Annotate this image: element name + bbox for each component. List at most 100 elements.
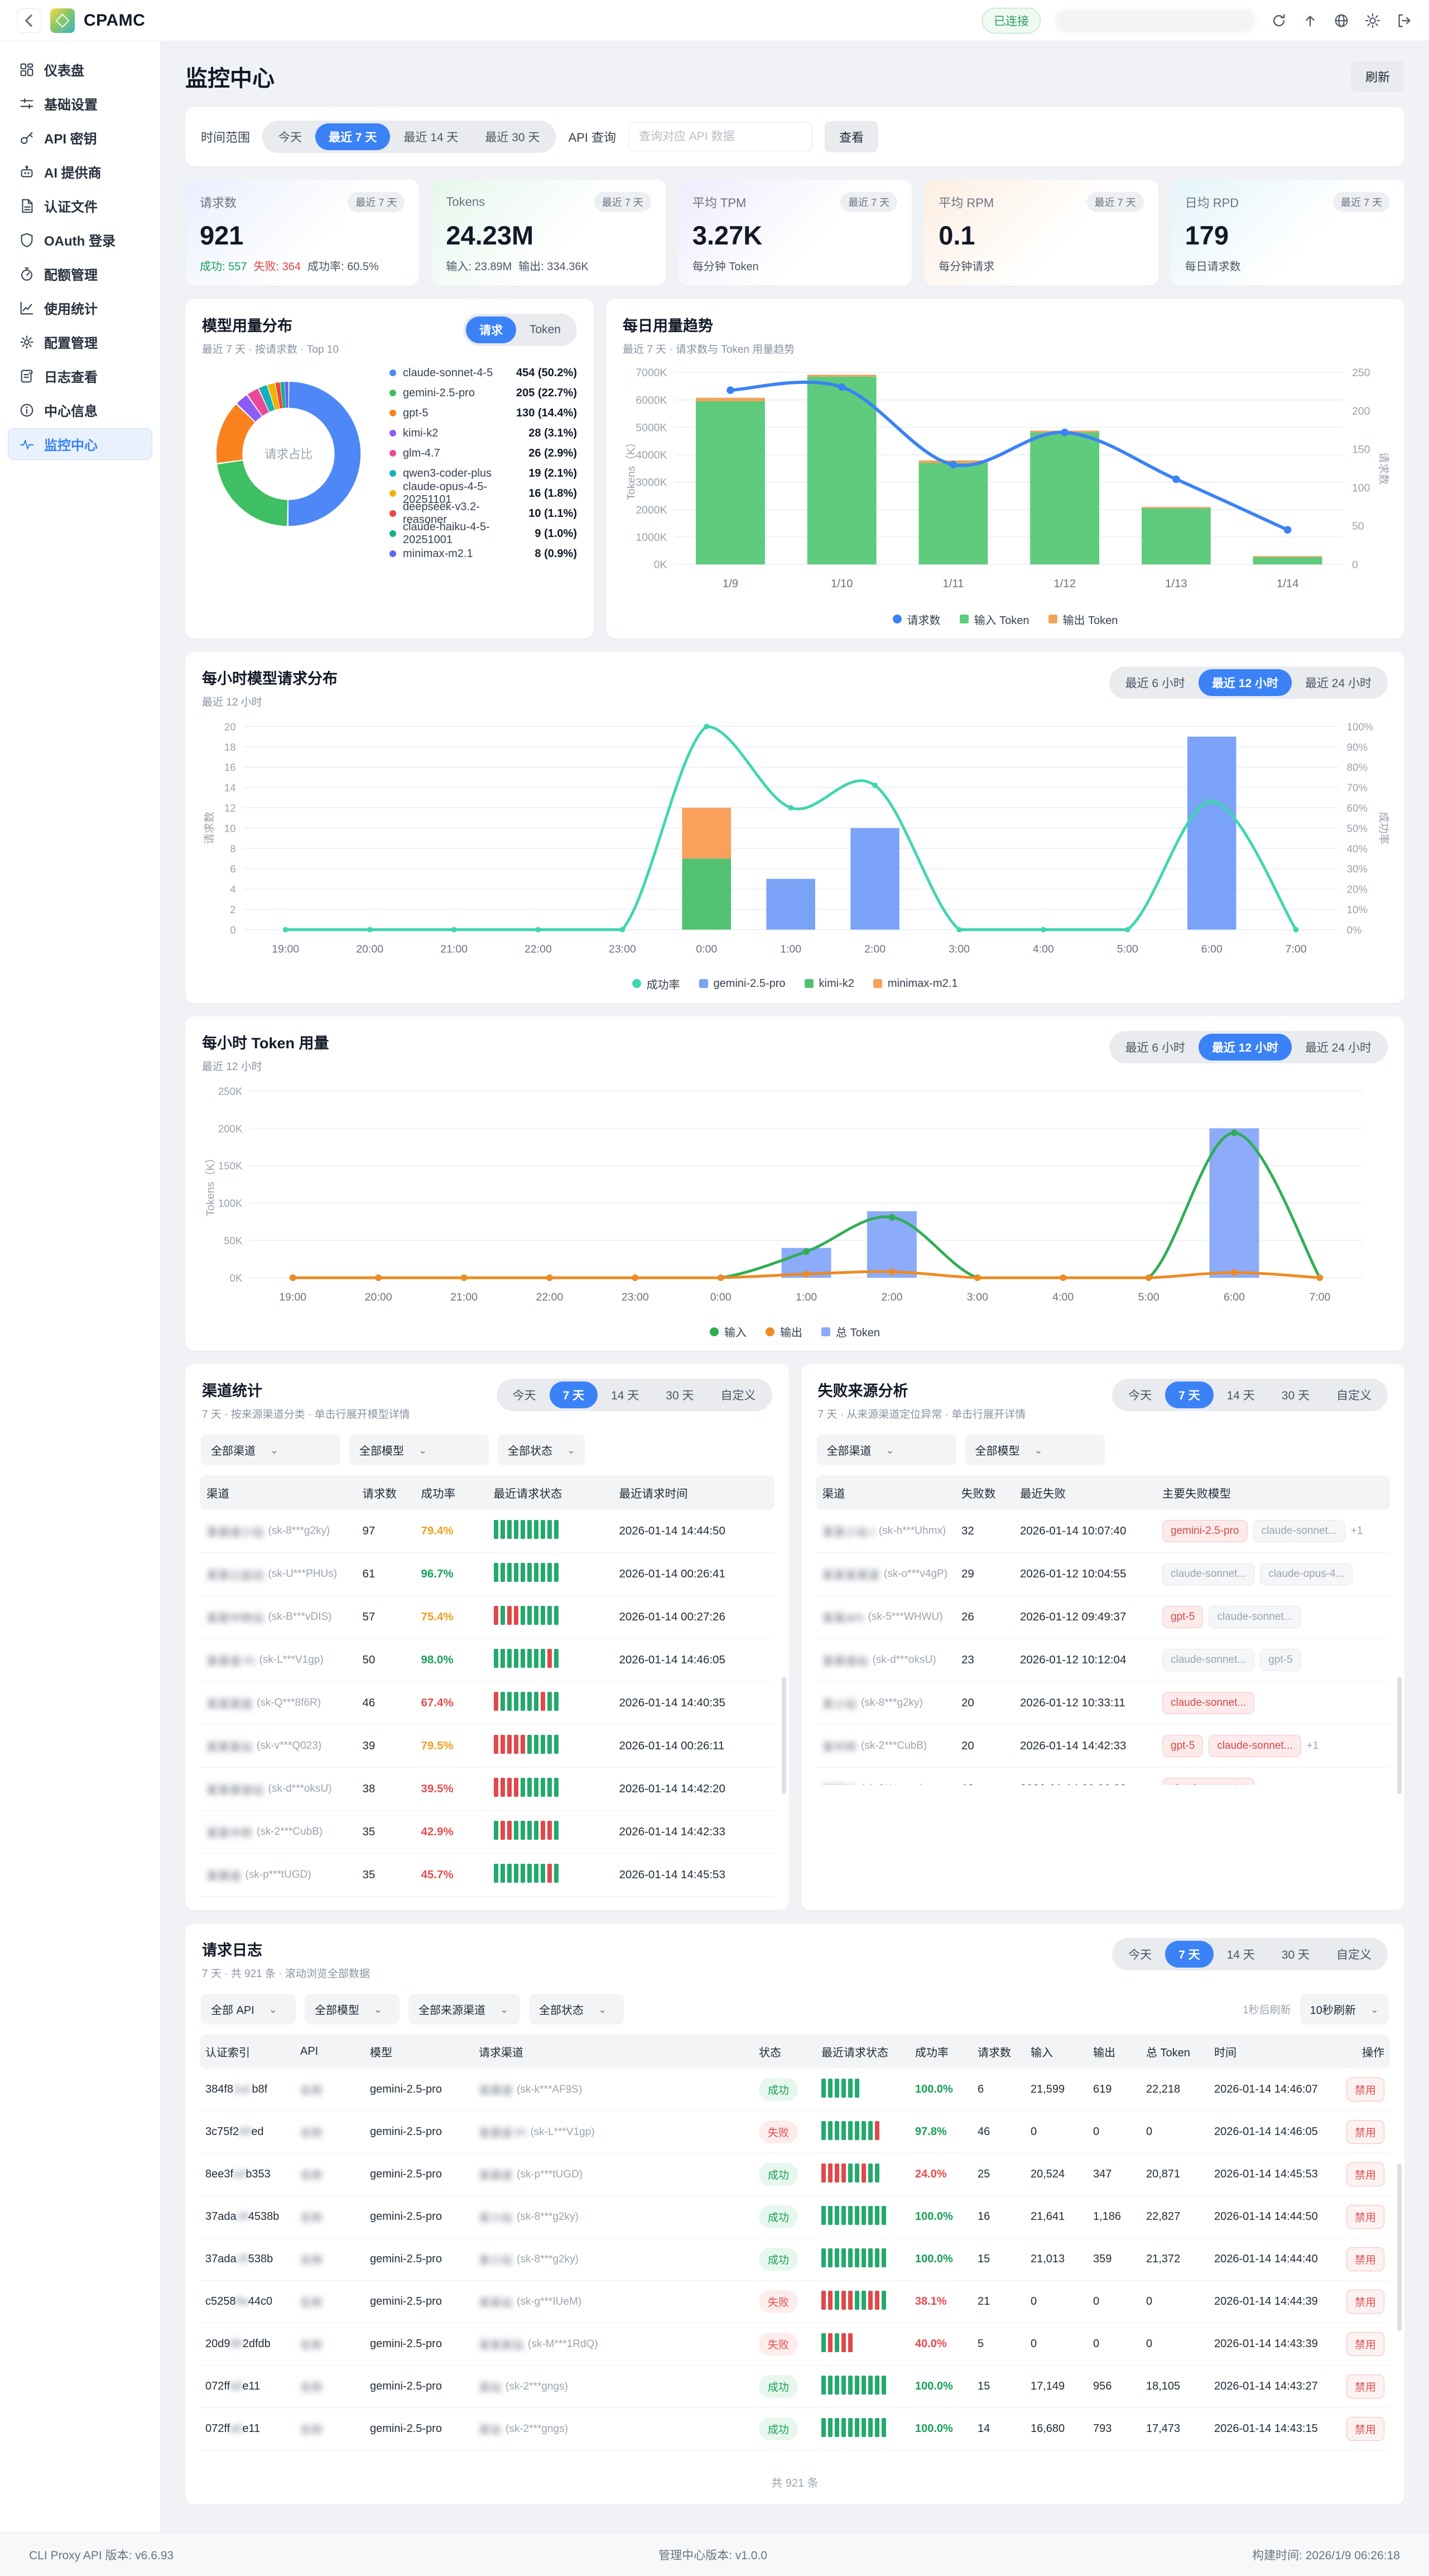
logs-filter-select[interactable]: 全部状态 ⌄ [529,1994,624,2025]
api-query-input[interactable] [628,122,813,151]
legend-item[interactable]: 输入 Token [959,611,1029,627]
scrollbar-thumb[interactable] [1397,2164,1402,2332]
sidebar-item-info[interactable]: 中心信息 [8,394,152,426]
channel-row[interactable]: 某渠道 (sk-p***tUGD) 35 45.7% 2026-01-14 14:45:… [200,1854,774,1897]
hourly-tok-range-option[interactable]: 最近 6 小时 [1125,1041,1185,1054]
upload-icon[interactable] [1302,12,1319,29]
failure-range-option[interactable]: 今天 [1128,1389,1152,1403]
hourly-req-range-option[interactable]: 最近 6 小时 [1125,677,1185,690]
channel-row[interactable]: 某某中转站 (sk-B***vDIS) 57 75.4% 2026-01-14 00:2… [200,1596,774,1639]
time-range-option[interactable]: 最近 7 天 [315,123,391,150]
channel-range-option[interactable]: 30 天 [666,1389,694,1403]
logout-icon[interactable] [1396,12,1412,29]
sidebar-item-oauth[interactable]: OAuth 登录 [8,224,152,256]
failure-row[interactable]: 某某小站 I (sk-h***Uhmx) 32 2026-01-14 10:07:40… [815,1510,1390,1553]
sidebar-item-usage[interactable]: 使用统计 [8,292,152,324]
disable-button[interactable]: 禁用 [1346,2205,1384,2229]
scrollbar-thumb[interactable] [781,1677,786,1795]
channel-row[interactable]: 某渠道 PI (sk-L***V1gp) 50 98.0% 2026-01-14 14:… [200,1639,774,1682]
svg-text:8: 8 [230,843,235,855]
dist-toggle-option[interactable]: 请求 [465,316,516,343]
refresh-icon[interactable] [1271,12,1287,29]
disable-button[interactable]: 禁用 [1346,2120,1384,2145]
hourly-req-range-option[interactable]: 最近 12 小时 [1198,669,1292,696]
failure-filter-select[interactable]: 全部模型 ⌄ [965,1435,1105,1466]
channel-row[interactable]: 某某中转 (sk-2***CubB) 35 42.9% 2026-01-14 14:42… [200,1811,774,1854]
legend-item[interactable]: minimax-m2.1 [873,977,958,990]
time-range-option[interactable]: 最近 30 天 [485,131,540,144]
logs-range-option[interactable]: 14 天 [1226,1949,1255,1962]
dist-toggle-option[interactable]: Token [529,323,561,336]
logs-filter-select[interactable]: 全部模型 ⌄ [305,1994,400,2025]
failure-range-option[interactable]: 7 天 [1165,1381,1214,1409]
globe-icon[interactable] [1333,12,1350,29]
disable-button[interactable]: 禁用 [1346,2332,1384,2357]
disable-button[interactable]: 禁用 [1346,2417,1384,2441]
channel-filter-select[interactable]: 全部渠道 ⌄ [201,1435,340,1466]
disable-button[interactable]: 禁用 [1346,2374,1384,2399]
sidebar-item-authfiles[interactable]: 认证文件 [8,190,152,222]
time-range-option[interactable]: 今天 [278,131,302,144]
hourly-tok-range-option[interactable]: 最近 12 小时 [1198,1033,1292,1061]
disable-button[interactable]: 禁用 [1346,2290,1384,2314]
failure-row[interactable]: 某某API (sk-5***WHWU) 26 2026-01-12 09:49:37 g… [815,1596,1390,1639]
hourly-req-range-option[interactable]: 最近 24 小时 [1305,677,1372,690]
hourly-tok-range-option[interactable]: 最近 24 小时 [1305,1041,1372,1054]
channel-range-option[interactable]: 7 天 [549,1381,598,1409]
sidebar-collapse-button[interactable] [17,8,41,33]
legend-item[interactable]: 成功率 [632,976,680,992]
sidebar-item-settings[interactable]: 基础设置 [8,88,152,119]
legend-item[interactable]: gemini-2.5-pro [699,977,786,990]
svg-text:20:00: 20:00 [365,1291,392,1303]
failure-row[interactable]: 某某站(sk-2***gngs)192026-01-14 00:26:32cla… [815,1768,1390,1786]
failure-range-option[interactable]: 自定义 [1336,1389,1372,1403]
disable-button[interactable]: 禁用 [1346,2162,1384,2187]
legend-item[interactable]: 请求数 [892,611,941,627]
logs-range-option[interactable]: 7 天 [1165,1941,1214,1968]
failure-range-option[interactable]: 14 天 [1226,1389,1255,1403]
chevron-down-icon: ⌄ [418,1444,427,1456]
channel-row[interactable]: 某某公益站 (sk-U***PHUs) 61 96.7% 2026-01-14 00:2… [200,1553,774,1596]
sidebar-item-config[interactable]: 配置管理 [8,326,152,358]
channel-range-option[interactable]: 今天 [512,1389,536,1403]
legend-item[interactable]: 输出 [766,1323,802,1340]
sidebar-item-providers[interactable]: AI 提供商 [8,156,152,188]
channel-row[interactable]: 某某渠道 (sk-Q***8f6R) 46 67.4% 2026-01-14 14:40… [200,1682,774,1725]
refresh-interval-select[interactable]: 10秒刷新 ⌄ [1300,1994,1389,2025]
logs-range-option[interactable]: 30 天 [1281,1949,1310,1962]
logs-filter-select[interactable]: 全部来源渠道 ⌄ [408,1994,520,2025]
sidebar-item-apikeys[interactable]: API 密钥 [8,122,152,153]
channel-range-option[interactable]: 自定义 [720,1389,756,1403]
refresh-button[interactable]: 刷新 [1350,61,1404,92]
channel-row[interactable]: 某某渠道站 (sk-d***oksU) 38 39.5% 2026-01-14 14:4… [200,1768,774,1811]
failure-row[interactable]: 某中转 (sk-2***CubB) 20 2026-01-14 14:42:33 gpt… [815,1725,1390,1768]
time-range-option[interactable]: 最近 14 天 [403,131,459,144]
view-button[interactable]: 查看 [825,121,879,152]
disable-button[interactable]: 禁用 [1346,2247,1384,2272]
failure-row[interactable]: 某某某渠道 (sk-o***v4gP) 29 2026-01-12 10:04:55 c… [815,1553,1390,1596]
legend-item[interactable]: 输入 [710,1323,747,1340]
sidebar-item-logs[interactable]: 日志查看 [8,360,152,392]
channel-row[interactable]: 某某某站 (sk-v***Q023) 39 79.5% 2026-01-14 00:26… [200,1725,774,1768]
legend-dot [389,390,396,396]
logs-filter-select[interactable]: 全部 API ⌄ [201,1994,296,2025]
legend-item[interactable]: 输出 Token [1048,611,1118,627]
channel-range-option[interactable]: 14 天 [611,1389,639,1403]
channel-filter-select[interactable]: 全部模型 ⌄ [349,1435,489,1466]
disable-button[interactable]: 禁用 [1346,2078,1384,2102]
failure-filter-select[interactable]: 全部渠道 ⌄ [816,1435,956,1466]
failure-row[interactable]: 某小站 (sk-8***g2ky) 20 2026-01-12 10:33:11 cla… [815,1682,1390,1725]
failure-range-option[interactable]: 30 天 [1281,1389,1310,1403]
legend-item[interactable]: 总 Token [821,1323,880,1340]
failure-row[interactable]: 某渠道站 (sk-d***oksU) 23 2026-01-12 10:12:04 cl… [815,1639,1390,1682]
theme-sun-icon[interactable] [1364,12,1381,29]
scrollbar-thumb[interactable] [1397,1677,1402,1795]
channel-filter-select[interactable]: 全部状态 ⌄ [498,1435,586,1466]
sidebar-item-monitor[interactable]: 监控中心 [8,428,152,460]
sidebar-item-dashboard[interactable]: 仪表盘 [8,54,152,85]
logs-range-option[interactable]: 今天 [1128,1949,1152,1962]
legend-item[interactable]: kimi-k2 [804,977,854,990]
sidebar-item-quota[interactable]: 配额管理 [8,258,152,290]
logs-range-option[interactable]: 自定义 [1336,1949,1372,1962]
channel-row[interactable]: 某渠道小站 (sk-8***g2ky) 97 79.4% 2026-01-14 14:4… [200,1510,774,1553]
